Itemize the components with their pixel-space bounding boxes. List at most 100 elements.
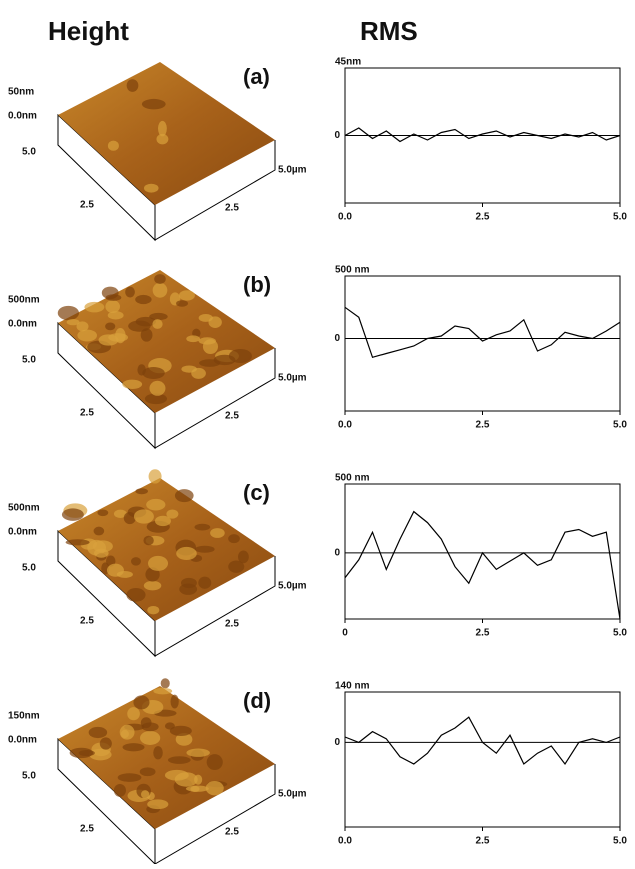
- surface-bump: [92, 540, 113, 553]
- y-tick-label: 0: [334, 333, 340, 344]
- surface-bump: [105, 300, 120, 313]
- surface-bump: [194, 523, 211, 531]
- surface-bump: [61, 508, 84, 521]
- left-mid-label: 2.5: [80, 616, 94, 627]
- surface-bump: [149, 380, 166, 396]
- surface-bump: [148, 469, 162, 484]
- x-tick-label: 0: [342, 628, 348, 639]
- profile-line: [344, 127, 621, 143]
- surface-bump: [176, 300, 188, 307]
- x-tick-label: 2.5: [476, 628, 490, 639]
- y-axis-label: 140 nm: [335, 681, 370, 692]
- depth-label: 5.0: [22, 147, 36, 158]
- surface-bump: [140, 730, 161, 745]
- surface-bump: [127, 707, 140, 721]
- right-end-label: 5.0µm: [278, 165, 307, 176]
- surface-bump: [156, 133, 169, 145]
- plot-frame: [344, 691, 621, 828]
- panel-label: (d): [243, 688, 271, 713]
- x-tick-label: 0.0: [338, 420, 352, 431]
- surface-bump: [106, 555, 116, 567]
- height-header: Height: [48, 16, 129, 46]
- surface-bump: [113, 509, 127, 519]
- surface-bump: [174, 772, 198, 787]
- surface-bump: [170, 694, 179, 709]
- z-top-label: 150nm: [8, 711, 40, 722]
- surface-bump: [128, 320, 151, 332]
- surface-bump: [194, 545, 215, 553]
- z-zero-label: 0.0nm: [8, 111, 37, 122]
- depth-label: 5.0: [22, 563, 36, 574]
- depth-label: 5.0: [22, 355, 36, 366]
- y-tick-label: 0: [334, 737, 340, 748]
- left-mid-label: 2.5: [80, 200, 94, 211]
- surface-bump: [135, 294, 152, 305]
- surface-bump: [77, 329, 97, 342]
- surface-bump: [119, 724, 135, 740]
- surface-bump: [117, 773, 142, 782]
- box-edge: [154, 348, 276, 449]
- right-mid-label: 2.5: [225, 827, 239, 838]
- surface-bump: [152, 319, 163, 329]
- surface-bump: [143, 183, 159, 193]
- right-mid-label: 2.5: [225, 411, 239, 422]
- surface-bump: [228, 534, 240, 544]
- surface-bump: [139, 767, 156, 777]
- x-tick-label: 2.5: [476, 420, 490, 431]
- x-tick-label: 0.0: [338, 212, 352, 223]
- depth-label: 5.0: [22, 771, 36, 782]
- right-end-label: 5.0µm: [278, 373, 307, 384]
- surface-bump: [113, 783, 126, 797]
- surface-bump: [175, 732, 193, 746]
- profile-line: [344, 716, 621, 766]
- surface-bump: [228, 560, 245, 573]
- surface-bump: [105, 322, 116, 331]
- panel-label: (c): [243, 480, 270, 505]
- profile-line: [344, 510, 621, 620]
- panel-label: (a): [243, 64, 270, 89]
- surface-bump: [122, 379, 143, 389]
- surface-bump: [152, 282, 168, 298]
- z-top-label: 500nm: [8, 295, 40, 306]
- surface-bump: [144, 393, 168, 405]
- x-tick-label: 0.0: [338, 836, 352, 847]
- surface-bump: [78, 749, 95, 757]
- y-tick-label: 0: [334, 130, 340, 141]
- surface-bump: [131, 557, 141, 566]
- surface-bump: [154, 274, 166, 285]
- surface-bump: [213, 354, 236, 366]
- surface-bump: [180, 577, 197, 589]
- plot-frame: [344, 483, 621, 620]
- x-tick-label: 5.0: [613, 628, 627, 639]
- surface-bump: [147, 799, 169, 810]
- surface-bump: [210, 528, 225, 538]
- surface-bump: [140, 328, 153, 342]
- right-mid-label: 2.5: [225, 619, 239, 630]
- surface-bump: [99, 737, 112, 750]
- surface-bump: [208, 316, 222, 328]
- surface-bump: [141, 790, 150, 799]
- surface-bump: [88, 726, 108, 739]
- x-tick-label: 5.0: [613, 836, 627, 847]
- surface-bump: [153, 687, 173, 695]
- surface-bump: [116, 571, 133, 578]
- surface-bump: [186, 748, 210, 757]
- surface-bump: [158, 120, 167, 137]
- surface-bump: [123, 511, 136, 525]
- surface-bump: [149, 312, 168, 321]
- surface-bump: [133, 509, 154, 524]
- surface-bump: [140, 717, 152, 729]
- surface-bump: [178, 290, 195, 301]
- surface-bump: [101, 286, 119, 300]
- surface-bump: [57, 305, 80, 321]
- surface-bump: [145, 567, 160, 582]
- surface-bump: [65, 539, 90, 546]
- surface-bump: [66, 319, 80, 326]
- surface-bump: [122, 743, 145, 752]
- z-zero-label: 0.0nm: [8, 527, 37, 538]
- x-tick-label: 2.5: [476, 836, 490, 847]
- surface-bump: [84, 301, 105, 313]
- surface-bump: [125, 286, 135, 298]
- right-end-label: 5.0µm: [278, 581, 307, 592]
- y-axis-label: 45nm: [335, 57, 361, 68]
